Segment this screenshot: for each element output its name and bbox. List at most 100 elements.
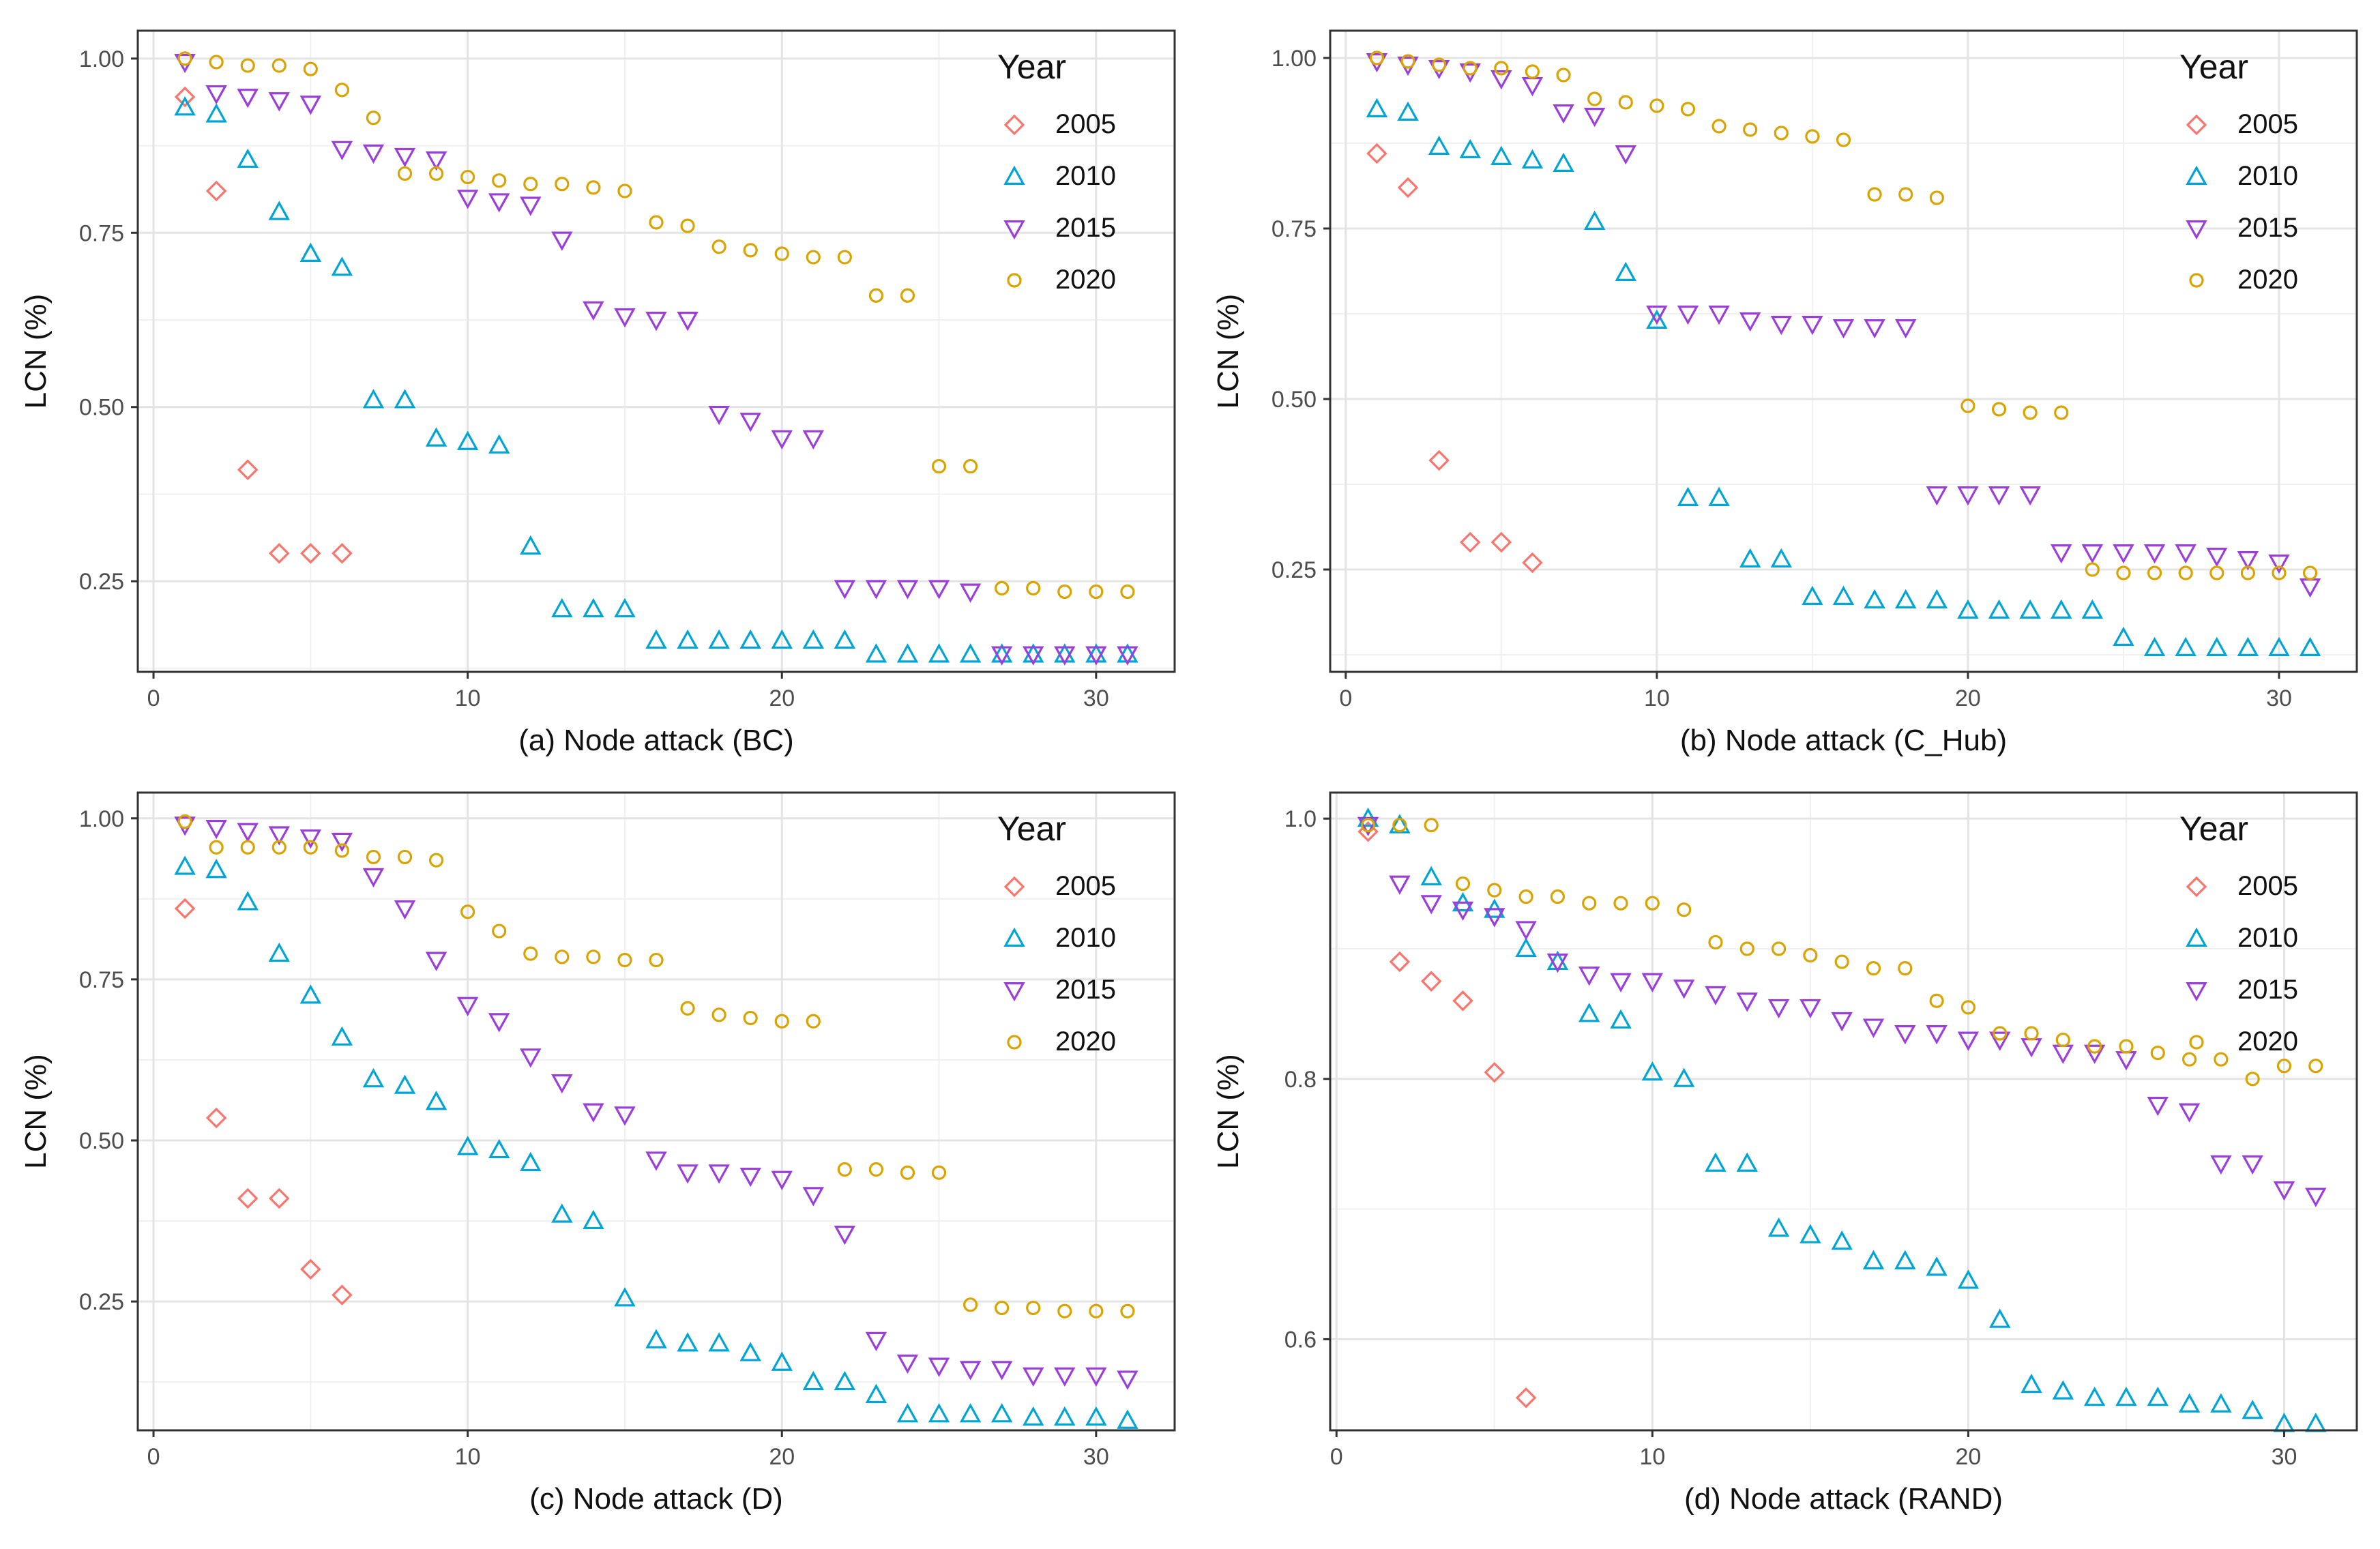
legend-key-2015	[2186, 982, 2207, 1002]
data-point-2010	[362, 1067, 385, 1088]
data-point-2020	[743, 1010, 758, 1026]
data-point-2015	[1957, 486, 1979, 506]
data-point-2015	[1610, 973, 1632, 992]
data-point-2020	[711, 239, 726, 254]
panel-border	[1329, 29, 2358, 673]
data-point-2010	[739, 629, 761, 649]
data-point-2020	[1898, 187, 1913, 202]
data-point-2020	[555, 177, 570, 192]
data-point-2020	[1771, 941, 1787, 956]
data-point-2010	[2147, 1387, 2169, 1406]
data-point-2010	[1583, 210, 1606, 230]
data-point-2010	[205, 103, 227, 123]
data-point-2015	[1864, 319, 1885, 339]
data-point-2010	[1677, 486, 1699, 507]
data-point-2015	[488, 193, 510, 213]
data-point-2010	[1802, 585, 1823, 606]
x-tick-label: 30	[2266, 685, 2292, 711]
data-point-2020	[303, 840, 318, 855]
legend-key-2020	[2189, 1035, 2204, 1050]
data-point-2015	[2178, 1103, 2201, 1123]
y-tick-label: 0.25	[1272, 557, 1317, 583]
data-point-2015	[865, 1331, 887, 1352]
data-point-2010	[1767, 1217, 1790, 1237]
legend: Year 2005 2010 2015 2020	[997, 48, 1116, 295]
data-point-2015	[520, 1048, 542, 1068]
data-point-2020	[1556, 68, 1571, 83]
data-point-2010	[677, 629, 699, 649]
data-point-2015	[1894, 1025, 1916, 1045]
data-point-2015	[1708, 306, 1730, 325]
data-point-2010	[331, 1026, 353, 1046]
data-point-2020	[492, 173, 507, 188]
legend-label-2020: 2020	[1055, 265, 1116, 295]
data-point-2010	[394, 389, 416, 409]
y-tick-label: 1.0	[1284, 806, 1317, 832]
series-2015	[1357, 816, 2327, 1207]
data-point-2010	[865, 643, 887, 663]
data-point-2010	[1831, 1230, 1853, 1250]
data-point-2020	[1805, 129, 1820, 144]
data-point-2010	[771, 1351, 793, 1371]
data-point-2015	[2210, 1155, 2232, 1175]
data-point-2010	[645, 1329, 667, 1348]
data-point-2005	[1452, 990, 1473, 1012]
data-point-2015	[205, 819, 227, 840]
data-point-2010	[1521, 149, 1544, 168]
data-point-2015	[1515, 921, 1537, 941]
data-point-2010	[1459, 138, 1481, 158]
data-point-2010	[425, 427, 447, 447]
data-point-2020	[1550, 889, 1566, 904]
y-tick-label: 1.00	[79, 46, 124, 72]
data-point-2020	[523, 946, 538, 961]
data-point-2015	[583, 301, 604, 321]
legend-label-2015: 2015	[1055, 975, 1116, 1005]
x-axis-title: (c) Node attack (D)	[529, 1482, 783, 1516]
data-point-2015	[959, 1361, 982, 1381]
data-point-2010	[1366, 98, 1388, 117]
data-point-2015	[1705, 986, 1727, 1006]
data-point-2010	[1117, 1409, 1138, 1429]
data-point-2020	[1582, 896, 1597, 911]
data-point-2015	[2242, 1155, 2263, 1175]
data-point-2020	[2245, 1072, 2260, 1087]
data-point-2015	[331, 832, 353, 853]
legend-key-2005	[2186, 114, 2207, 136]
data-point-2020	[428, 166, 444, 181]
x-tick-label: 20	[769, 1444, 795, 1470]
data-point-2005	[269, 543, 290, 564]
data-point-2010	[708, 629, 730, 649]
legend: Year 2005 2010 2015 2020	[2179, 810, 2298, 1057]
data-point-2010	[708, 1332, 730, 1352]
data-point-2020	[2023, 405, 2038, 420]
data-point-2015	[1054, 646, 1076, 666]
data-point-2005	[237, 459, 259, 480]
data-point-2020	[806, 250, 821, 265]
y-axis-title: LCN (%)	[1211, 1054, 1245, 1169]
data-point-2020	[1455, 876, 1471, 891]
legend-key-2010	[2186, 165, 2207, 185]
data-point-2020	[460, 904, 475, 919]
data-point-2020	[2302, 565, 2318, 580]
data-point-2010	[583, 1209, 604, 1230]
data-point-2020	[1369, 50, 1385, 65]
data-point-2015	[394, 147, 416, 168]
x-tick-label: 10	[1639, 1444, 1665, 1470]
data-point-2010	[1864, 589, 1885, 609]
series-2010	[1366, 98, 2321, 657]
data-point-2010	[456, 1136, 479, 1155]
data-point-2015	[2175, 544, 2197, 564]
data-point-2015	[362, 144, 385, 164]
data-point-2020	[1487, 883, 1502, 898]
y-tick-label: 0.8	[1284, 1067, 1317, 1093]
data-point-2020	[1960, 398, 1975, 413]
data-point-2020	[2116, 565, 2131, 580]
data-point-2010	[1023, 1406, 1044, 1426]
data-point-2015	[896, 1354, 919, 1374]
data-point-2020	[680, 218, 695, 233]
data-point-2020	[2055, 1032, 2070, 1048]
series-2015	[174, 816, 1138, 1390]
legend-key-2010	[1003, 927, 1025, 947]
data-point-2015	[677, 1164, 699, 1184]
